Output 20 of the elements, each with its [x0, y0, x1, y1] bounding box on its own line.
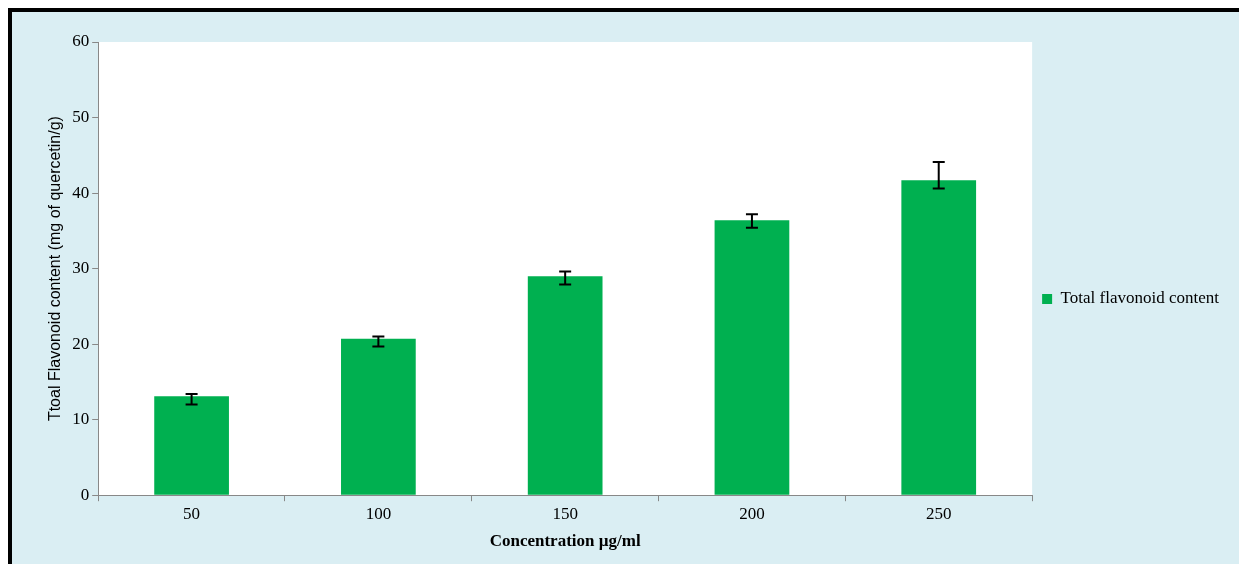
- x-axis-title: Concentration µg/ml: [489, 531, 641, 551]
- x-tick-label: 250: [925, 503, 952, 523]
- x-tick-label: 100: [365, 503, 392, 523]
- x-tick-label: 200: [739, 503, 765, 523]
- bar: [341, 338, 416, 495]
- bar: [714, 220, 790, 495]
- y-tick-label: 30: [72, 258, 90, 278]
- x-tick-label: 50: [183, 503, 201, 523]
- bar: [154, 396, 229, 495]
- y-tick-label: 10: [72, 409, 90, 429]
- y-tick-label: 50: [72, 107, 90, 126]
- bar: [527, 276, 603, 495]
- x-tick-label: 150: [552, 503, 578, 523]
- y-tick-label: 20: [72, 333, 90, 353]
- bar: [901, 180, 977, 495]
- y-axis-title: Ttoal Flavonoid content (mg of quercetin/g): [46, 116, 64, 422]
- y-tick-label: 0: [80, 484, 90, 504]
- legend-label: Total flavonoid content: [1060, 288, 1220, 308]
- y-tick-label: 40: [72, 182, 90, 202]
- y-tick-label: 60: [72, 31, 90, 51]
